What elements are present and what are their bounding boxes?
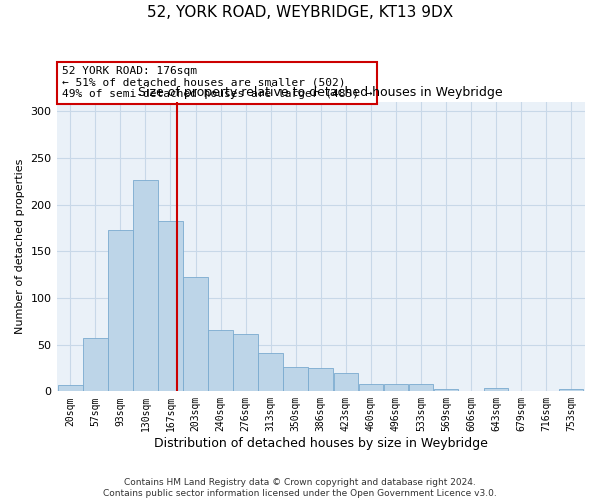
Bar bbox=[334, 372, 358, 392]
X-axis label: Distribution of detached houses by size in Weybridge: Distribution of detached houses by size … bbox=[154, 437, 488, 450]
Bar bbox=[133, 180, 158, 392]
Bar bbox=[108, 230, 133, 392]
Bar bbox=[259, 353, 283, 392]
Bar bbox=[283, 367, 308, 392]
Bar bbox=[308, 368, 333, 392]
Bar bbox=[208, 330, 233, 392]
Bar bbox=[58, 385, 83, 392]
Bar bbox=[383, 384, 408, 392]
Title: Size of property relative to detached houses in Weybridge: Size of property relative to detached ho… bbox=[139, 86, 503, 100]
Bar bbox=[183, 278, 208, 392]
Bar bbox=[83, 338, 107, 392]
Y-axis label: Number of detached properties: Number of detached properties bbox=[15, 159, 25, 334]
Text: 52, YORK ROAD, WEYBRIDGE, KT13 9DX: 52, YORK ROAD, WEYBRIDGE, KT13 9DX bbox=[147, 5, 453, 20]
Bar bbox=[233, 334, 258, 392]
Text: 52 YORK ROAD: 176sqm
← 51% of detached houses are smaller (502)
49% of semi-deta: 52 YORK ROAD: 176sqm ← 51% of detached h… bbox=[62, 66, 373, 99]
Text: Contains HM Land Registry data © Crown copyright and database right 2024.
Contai: Contains HM Land Registry data © Crown c… bbox=[103, 478, 497, 498]
Bar bbox=[434, 388, 458, 392]
Bar bbox=[409, 384, 433, 392]
Bar bbox=[359, 384, 383, 392]
Bar bbox=[484, 388, 508, 392]
Bar bbox=[158, 220, 183, 392]
Bar bbox=[559, 388, 583, 392]
